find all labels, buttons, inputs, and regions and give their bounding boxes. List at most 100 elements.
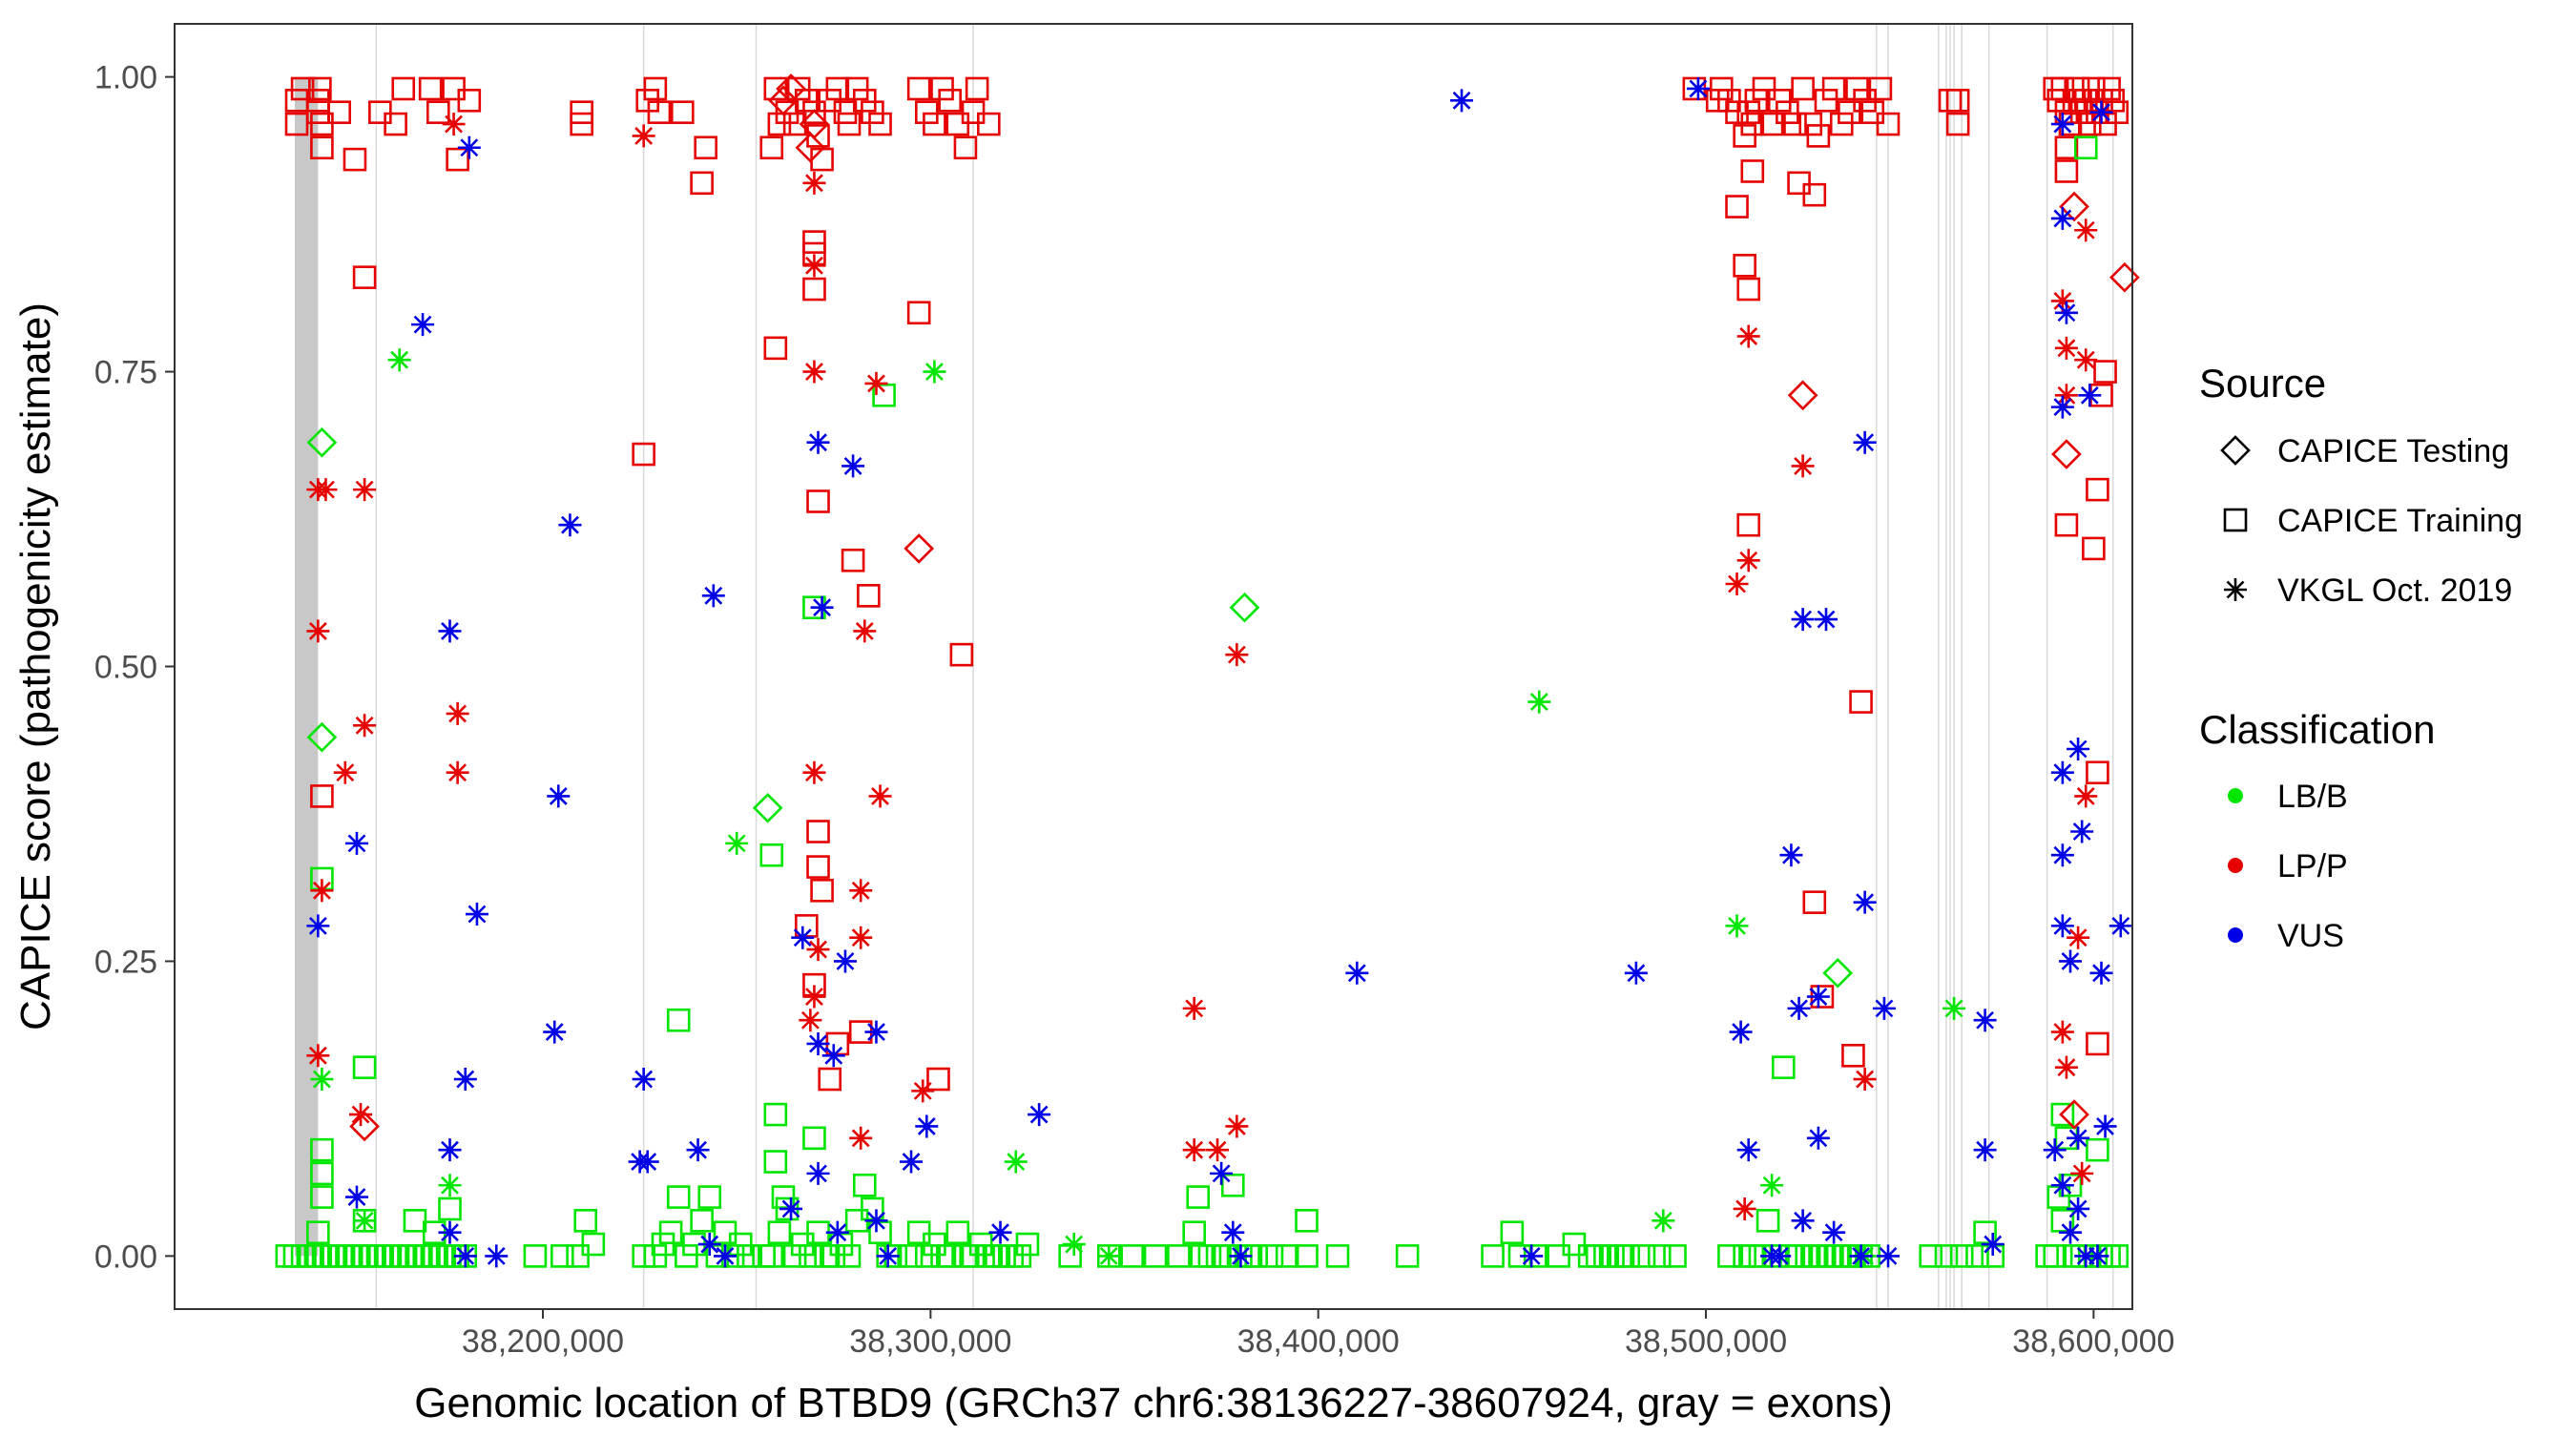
- data-point: [1167, 1244, 1191, 1268]
- data-point: [327, 100, 351, 124]
- legend-class-label: LB/B: [2277, 779, 2348, 815]
- data-point: [2050, 1102, 2075, 1127]
- data-point: [837, 112, 862, 136]
- legend-class-label: VUS: [2277, 918, 2344, 954]
- data-point: [1853, 89, 1877, 113]
- series-group: [306, 76, 2132, 1268]
- data-point: [2082, 536, 2106, 561]
- legend-source-label: CAPICE Testing: [2277, 433, 2509, 469]
- series-group: [306, 113, 2098, 1220]
- data-point: [384, 112, 407, 136]
- data-point: [632, 442, 655, 467]
- data-point: [1736, 100, 1761, 124]
- data-point: [2050, 113, 2074, 136]
- data-point: [763, 1102, 788, 1127]
- data-point: [923, 360, 946, 384]
- data-point: [387, 348, 411, 372]
- data-point: [1860, 100, 1885, 124]
- data-point: [1686, 76, 1710, 100]
- data-point: [666, 1185, 691, 1209]
- data-point: [759, 1244, 784, 1268]
- panel-background: [175, 24, 2132, 1309]
- data-point: [2070, 1161, 2094, 1185]
- data-point: [1853, 1068, 1877, 1092]
- data-point: [1500, 1220, 1525, 1244]
- y-tick-label: 0.25: [94, 944, 157, 980]
- data-point: [438, 1138, 462, 1162]
- data-point: [806, 430, 830, 454]
- data-point: [849, 879, 873, 903]
- data-point: [1919, 1244, 1943, 1268]
- data-point: [818, 1067, 842, 1092]
- data-point: [701, 584, 725, 608]
- data-point: [853, 619, 877, 643]
- data-point: [1709, 76, 1734, 101]
- data-point: [1210, 1161, 1234, 1185]
- data-point: [2054, 135, 2079, 160]
- data-point: [861, 100, 884, 124]
- data-point: [1624, 961, 1648, 985]
- data-point: [2074, 784, 2098, 808]
- data-point: [849, 926, 873, 949]
- data-point: [349, 1103, 373, 1127]
- data-point: [344, 1185, 368, 1209]
- data-point: [1868, 76, 1893, 101]
- data-point: [2054, 1055, 2078, 1079]
- data-point: [915, 1114, 939, 1138]
- series-group: [306, 427, 1854, 989]
- data-point: [349, 1111, 380, 1142]
- x-tick-label: 38,200,000: [462, 1323, 624, 1360]
- data-point: [1736, 549, 1760, 572]
- data-point: [2086, 477, 2109, 502]
- data-point: [841, 454, 865, 478]
- data-point: [1259, 1244, 1284, 1268]
- data-point: [1097, 1244, 1121, 1268]
- x-tick-label: 38,500,000: [1625, 1323, 1787, 1360]
- data-point: [864, 371, 888, 395]
- data-point: [310, 135, 334, 160]
- data-point: [352, 1055, 377, 1079]
- data-point: [1787, 171, 1811, 196]
- data-point: [2043, 1244, 2067, 1268]
- data-point: [1872, 996, 1896, 1020]
- data-point: [308, 76, 332, 101]
- data-point: [1744, 89, 1769, 113]
- data-point: [1877, 1244, 1901, 1268]
- data-point: [1647, 1244, 1672, 1268]
- data-point: [1008, 1244, 1032, 1268]
- data-point: [1934, 1244, 1959, 1268]
- data-point: [686, 1138, 710, 1162]
- data-point: [1325, 1244, 1350, 1268]
- legend-classification-title: Classification: [2199, 707, 2435, 752]
- data-point: [2050, 1020, 2074, 1044]
- data-point: [2078, 112, 2102, 136]
- data-point: [2067, 738, 2090, 761]
- data-point: [457, 89, 482, 113]
- data-point: [690, 171, 714, 196]
- data-point: [1841, 1044, 1865, 1068]
- data-point: [786, 76, 811, 101]
- data-point: [2097, 76, 2121, 101]
- data-point: [968, 1232, 993, 1257]
- y-tick-label: 0.00: [94, 1238, 157, 1275]
- plot-panel: [175, 24, 2132, 1309]
- data-point: [938, 1244, 962, 1268]
- data-point: [795, 914, 819, 938]
- data-point: [1058, 1244, 1082, 1268]
- data-point: [852, 89, 877, 113]
- data-point: [782, 1244, 807, 1268]
- data-point: [1981, 1233, 2005, 1257]
- legend-square-icon: [2223, 508, 2248, 532]
- data-point: [1802, 890, 1827, 914]
- data-point: [2089, 961, 2113, 985]
- data-point: [284, 112, 309, 136]
- data-point: [1733, 124, 1756, 148]
- data-point: [868, 112, 892, 136]
- data-point: [988, 1220, 1012, 1244]
- data-point: [864, 1020, 888, 1044]
- data-point: [1787, 380, 1818, 411]
- data-point: [904, 533, 935, 564]
- data-point: [651, 1232, 675, 1257]
- data-point: [446, 701, 469, 725]
